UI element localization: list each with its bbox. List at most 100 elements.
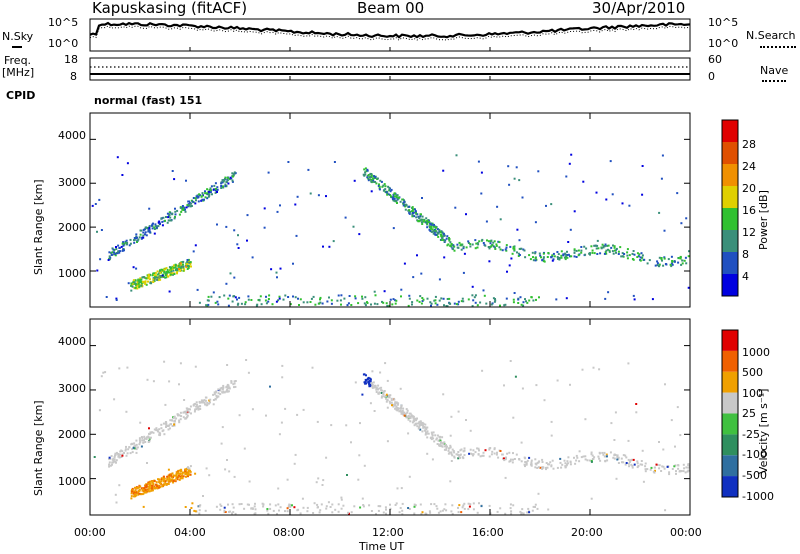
velocity-data-cell (160, 477, 163, 480)
power-data-cell (107, 259, 110, 261)
velocity-data-cell (214, 398, 217, 401)
velocity-data-cell (199, 504, 202, 507)
power-data-cell (183, 268, 186, 271)
velocity-data-cell (652, 470, 655, 473)
power-data-cell (114, 254, 117, 257)
velocity-data-cell (150, 480, 153, 483)
velocity-data-cell (442, 443, 445, 446)
power-data-cell (662, 264, 665, 267)
power-data-cell (121, 249, 124, 252)
power-data-cell (545, 204, 547, 207)
power-data-cell (386, 192, 389, 195)
velocity-data-cell (578, 450, 581, 453)
power-data-cell (518, 254, 521, 256)
velocity-data-cell (624, 463, 627, 466)
velocity-data-cell (627, 458, 630, 461)
velocity-data-cell (682, 463, 685, 466)
power-data-cell (200, 195, 203, 198)
power-data-cell (374, 176, 377, 179)
velocity-data-cell (175, 471, 178, 474)
power-data-cell (614, 249, 616, 252)
nsearch-tick-bottom: 10^0 (708, 37, 739, 50)
velocity-data-cell (566, 463, 568, 466)
velocity-colorbar-tick: -100 (742, 448, 767, 461)
velocity-data-cell (613, 439, 616, 441)
power-data-cell (113, 251, 115, 254)
power-data-cell (186, 264, 189, 267)
power-data-cell (558, 257, 561, 260)
power-data-cell (223, 179, 226, 182)
velocity-data-cell (124, 449, 127, 452)
power-data-cell (428, 228, 431, 231)
velocity-data-cell (219, 508, 222, 511)
power-data-cell (148, 228, 151, 231)
velocity-data-cell (372, 381, 375, 384)
power-data-cell (284, 294, 287, 297)
power-data-cell (226, 176, 229, 179)
power-data-cell (184, 208, 186, 211)
power-data-cell (393, 192, 396, 195)
power-data-cell (126, 162, 129, 165)
velocity-data-cell (668, 473, 671, 476)
velocity-data-cell (194, 472, 197, 475)
velocity-data-cell (625, 462, 628, 464)
power-data-cell (132, 280, 135, 283)
velocity-data-cell (370, 510, 373, 512)
power-data-cell (680, 263, 683, 266)
power-data-cell (487, 246, 490, 248)
power-data-cell (381, 185, 384, 188)
velocity-data-cell (117, 455, 120, 458)
velocity-data-cell (330, 424, 333, 427)
power-data-cell (477, 160, 480, 163)
velocity-data-cell (288, 503, 291, 506)
velocity-data-cell (593, 456, 596, 459)
velocity-data-cell (592, 457, 595, 460)
velocity-data-cell (178, 469, 181, 472)
velocity-data-cell (678, 470, 681, 473)
power-data-cell (182, 269, 185, 272)
power-data-cell (361, 297, 364, 300)
power-data-cell (246, 214, 249, 217)
power-data-cell (434, 299, 437, 302)
power-data-cell (221, 181, 224, 184)
velocity-data-cell (472, 449, 475, 452)
velocity-data-cell (276, 513, 278, 515)
velocity-data-cell (530, 459, 533, 462)
velocity-data-cell (189, 465, 192, 468)
power-data-cell (123, 242, 126, 245)
power-data-cell (232, 295, 235, 298)
power-data-cell (567, 241, 570, 243)
power-data-cell (122, 248, 125, 251)
power-data-cell (617, 250, 620, 253)
power-data-cell (447, 243, 450, 246)
velocity-data-cell (451, 513, 454, 515)
power-data-cell (433, 223, 435, 226)
velocity-data-cell (590, 453, 593, 456)
power-data-cell (505, 244, 508, 247)
velocity-data-cell (115, 451, 118, 454)
velocity-data-cell (311, 366, 314, 369)
velocity-data-cell (148, 427, 150, 430)
velocity-data-cell (472, 502, 475, 505)
power-data-cell (426, 297, 429, 300)
velocity-data-cell (382, 395, 385, 398)
velocity-data-cell (152, 431, 155, 434)
power-data-cell (153, 272, 156, 275)
power-data-cell (480, 171, 483, 174)
power-data-cell (161, 274, 164, 277)
velocity-data-cell (408, 508, 411, 510)
velocity-data-cell (406, 409, 409, 412)
power-data-cell (495, 243, 498, 246)
power-data-cell (117, 250, 120, 253)
velocity-data-cell (155, 481, 158, 484)
velocity-data-cell (424, 427, 427, 430)
power-data-cell (195, 195, 198, 198)
velocity-data-cell (192, 404, 195, 407)
velocity-data-cell (149, 431, 152, 434)
velocity-data-cell (182, 411, 185, 414)
power-data-cell (169, 216, 172, 219)
power-data-cell (216, 223, 218, 226)
velocity-data-cell (221, 388, 224, 391)
power-data-cell (212, 291, 215, 294)
velocity-data-cell (138, 437, 141, 440)
